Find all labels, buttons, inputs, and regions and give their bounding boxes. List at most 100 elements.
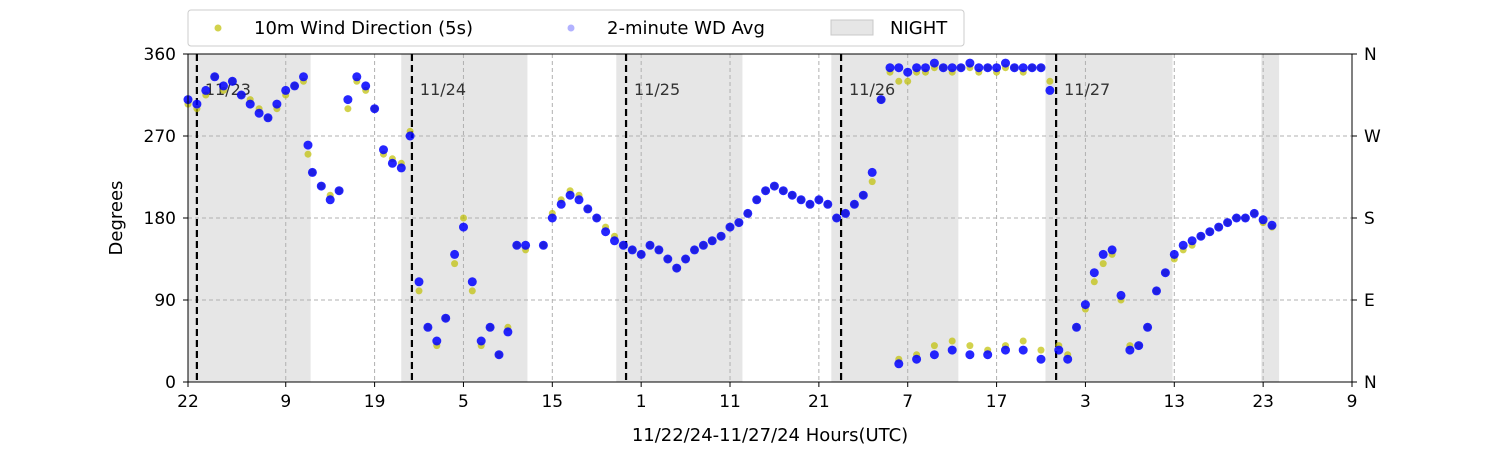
point-0-31: [451, 260, 459, 268]
point-1-76: [858, 190, 868, 200]
y-tick-label-3: 270: [144, 127, 176, 147]
point-1-13: [299, 72, 308, 82]
point-1-7: [245, 99, 255, 109]
point-1-61: [725, 222, 735, 232]
point-1-48: [610, 236, 619, 246]
point-1-106: [1045, 85, 1055, 95]
point-0-105: [1037, 346, 1045, 354]
point-1-126: [1223, 218, 1233, 228]
point-1-10: [272, 99, 282, 109]
point-1-79: [885, 63, 895, 73]
point-1-60: [716, 231, 726, 241]
legend-label-night: NIGHT: [890, 18, 948, 39]
point-1-131: [1267, 220, 1277, 230]
day-label-3: 11/26: [849, 80, 895, 99]
point-1-22: [370, 104, 380, 114]
point-1-124: [1205, 227, 1215, 237]
point-1-130: [1258, 215, 1268, 225]
point-1-11: [281, 85, 291, 95]
point-1-75: [849, 199, 859, 209]
point-1-54: [663, 254, 673, 264]
x-tick-label-10: 3: [1080, 392, 1091, 412]
point-1-118: [1152, 286, 1161, 296]
point-1-117: [1143, 322, 1153, 332]
point-1-87: [956, 63, 966, 73]
point-1-46: [592, 213, 602, 223]
point-1-110: [1080, 300, 1090, 310]
point-1-51: [636, 249, 646, 259]
point-1-70: [805, 199, 815, 209]
point-1-49: [618, 240, 628, 250]
point-1-100: [947, 345, 957, 355]
night-period-0: [188, 54, 311, 382]
point-1-125: [1214, 222, 1224, 232]
point-0-80: [895, 77, 903, 85]
y-tick-label-4: 360: [144, 45, 176, 65]
day-label-2: 11/25: [634, 80, 680, 99]
legend-frame: [187, 9, 965, 47]
legend-marker-2min-avg: [567, 24, 575, 32]
point-1-74: [841, 208, 850, 218]
point-1-23: [379, 145, 388, 155]
point-1-103: [1001, 345, 1010, 355]
point-1-83: [921, 63, 930, 73]
point-0-19: [344, 105, 352, 113]
point-1-44: [574, 195, 584, 205]
point-1-121: [1178, 240, 1188, 250]
point-1-120: [1169, 249, 1179, 259]
point-1-47: [601, 227, 611, 237]
point-1-4: [219, 81, 228, 91]
point-1-17: [325, 195, 335, 205]
x-tick-label-4: 15: [541, 392, 563, 412]
x-tick-label-6: 11: [719, 392, 741, 412]
x-tick-label-13: 9: [1347, 392, 1358, 412]
point-1-99: [929, 350, 939, 360]
y-tick-label-0: 0: [165, 373, 176, 393]
point-1-107: [1054, 345, 1064, 355]
point-1-93: [1009, 63, 1019, 73]
point-1-123: [1196, 231, 1206, 241]
point-1-104: [1018, 345, 1028, 355]
point-1-57: [690, 245, 699, 255]
point-1-1: [192, 99, 202, 109]
point-1-19: [343, 95, 353, 105]
x-tick-label-9: 17: [986, 392, 1008, 412]
point-1-59: [707, 236, 717, 246]
point-0-100: [948, 337, 956, 345]
legend-label-2min-avg: 2-minute WD Avg: [607, 18, 765, 39]
legend-patch-night: [830, 19, 874, 36]
r-tick-label-1: E: [1364, 291, 1375, 311]
point-1-25: [396, 163, 406, 173]
point-1-81: [903, 67, 913, 77]
point-1-56: [681, 254, 691, 264]
point-1-45: [583, 204, 593, 214]
point-1-30: [441, 313, 451, 323]
point-1-67: [778, 186, 788, 196]
point-1-128: [1240, 213, 1250, 223]
point-1-92: [1001, 58, 1010, 68]
point-1-38: [512, 240, 522, 250]
point-1-78: [876, 95, 886, 105]
point-1-66: [769, 181, 779, 191]
x-axis: 22 9 19 5 15 1 11 21 7 17 3 13 23 9: [177, 382, 1357, 412]
point-1-24: [387, 158, 397, 168]
x-axis-label: 11/22/24-11/27/24 Hours(UTC): [632, 425, 908, 446]
point-0-112: [1099, 260, 1107, 268]
point-1-90: [983, 63, 993, 73]
x-tick-label-12: 23: [1252, 392, 1274, 412]
x-tick-label-2: 19: [364, 392, 386, 412]
point-1-63: [743, 208, 753, 218]
point-1-32: [459, 222, 468, 232]
point-1-14: [303, 140, 313, 150]
point-1-20: [352, 72, 362, 82]
point-1-95: [1027, 63, 1037, 73]
point-1-69: [796, 195, 806, 205]
point-1-18: [334, 186, 344, 196]
point-1-113: [1107, 245, 1117, 255]
point-1-40: [538, 240, 548, 250]
point-1-42: [556, 199, 566, 209]
y-tick-label-2: 180: [144, 209, 176, 229]
r-tick-label-0: N: [1364, 373, 1377, 393]
point-1-86: [947, 63, 957, 73]
point-1-73: [832, 213, 842, 223]
